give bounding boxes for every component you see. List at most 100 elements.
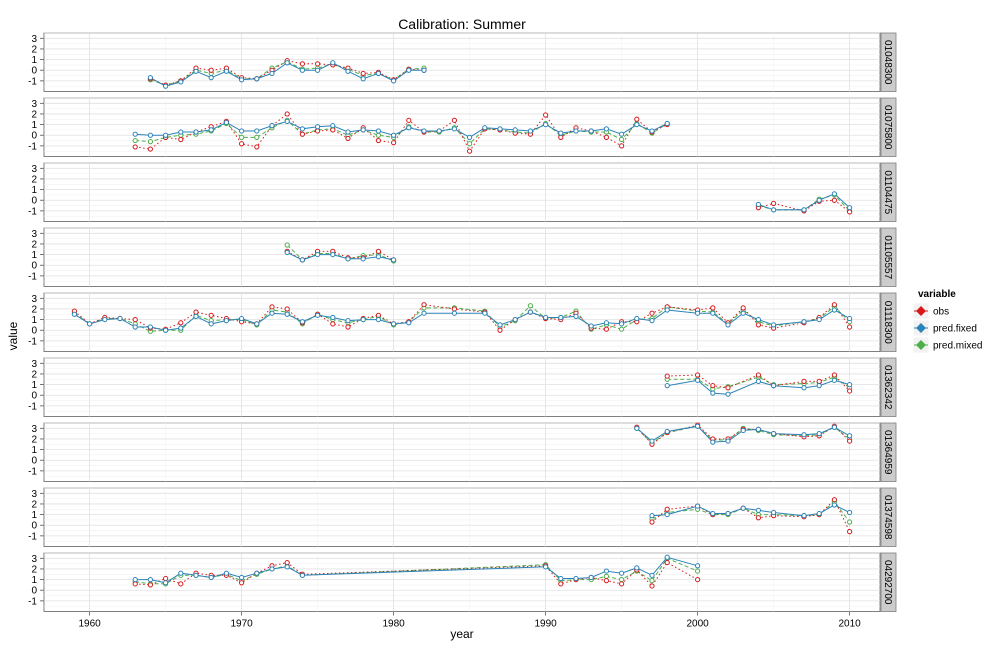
legend-marker [916,323,926,333]
data-point-obs [649,583,655,589]
data-point-pred-fixed [330,123,336,129]
series-line-pred-fixed [667,379,850,395]
data-point-pred-fixed [406,125,412,131]
data-point-pred-fixed [816,510,822,517]
data-point-pred-fixed [482,125,488,131]
data-point-obs [451,306,457,312]
data-point-pred-fixed [695,503,701,509]
data-point-pred-fixed [558,575,564,582]
data-point-obs [315,61,321,67]
y-tick-label: 2 [31,434,37,445]
data-point-pred-fixed [178,325,184,331]
data-point-obs [558,581,564,587]
data-point-obs [284,306,290,312]
data-point-pred-fixed [163,83,169,89]
y-tick-label: 3 [31,164,37,175]
data-point-pred-fixed [847,205,853,211]
y-tick-label: 0 [31,196,37,207]
data-point-pred-fixed [558,130,564,136]
data-point-obs [254,144,260,150]
data-point-pred-fixed [482,310,488,316]
panel-background [43,162,881,222]
data-point-obs [847,529,853,535]
y-tick-label: 2 [31,499,37,510]
data-point-pred-fixed [178,570,184,576]
legend-title: variable [918,289,956,300]
strip-label: 01075800 [882,105,893,150]
data-point-pred-fixed [755,201,762,208]
data-point-obs [193,309,199,315]
data-point-pred-mixed [527,303,534,309]
x-tick-label: 1960 [78,619,101,630]
data-point-pred-fixed [603,320,610,326]
data-point-pred-fixed [284,60,290,66]
data-point-pred-fixed [315,67,321,73]
x-axis: 1960 1970 1980 1990 2000 2010 [78,611,861,630]
data-point-pred-fixed [208,574,214,581]
strip-label: 01374598 [882,495,893,540]
data-point-pred-mixed [603,573,610,580]
legend-label: pred.mixed [933,341,982,352]
x-tick-label: 1980 [382,619,405,630]
data-point-obs [360,70,366,77]
y-tick-label: -1 [28,531,37,542]
data-point-pred-fixed [223,68,229,74]
y-tick-label: 3 [31,99,37,110]
data-point-pred-fixed [755,378,762,384]
data-point-pred-fixed [375,70,381,77]
data-point-pred-fixed [345,68,351,74]
data-point-pred-fixed [649,128,655,134]
data-point-pred-fixed [254,570,260,576]
data-point-pred-fixed [147,324,153,330]
legend-marker [916,306,926,316]
data-point-obs [816,378,822,384]
data-point-obs [406,117,412,123]
data-point-pred-fixed [87,321,93,327]
data-point-pred-fixed [710,310,716,316]
data-point-pred-mixed [649,578,655,584]
data-point-pred-fixed [619,131,625,137]
data-point-pred-mixed [254,134,260,140]
data-point-obs [771,200,777,207]
data-point-pred-fixed [831,502,838,508]
data-point-pred-fixed [147,132,153,138]
legend-entry-pred-fixed: pred.fixed [912,319,977,337]
data-point-pred-fixed [239,574,245,581]
data-point-pred-fixed [664,511,670,518]
data-point-pred-fixed [391,132,397,138]
panel-background [43,357,881,417]
data-point-obs [178,320,184,326]
data-point-pred-fixed [102,316,108,323]
y-tick-label: 0 [31,66,37,77]
legend: variable obs pred.fixed pred.mixed [912,289,982,354]
data-point-pred-fixed [360,127,366,133]
data-point-pred-fixed [710,439,716,445]
data-point-obs [831,302,838,308]
strip-label: 04292700 [882,560,893,605]
data-point-obs [345,324,351,330]
data-point-obs [755,515,762,521]
strip-label: 01105557 [882,235,893,279]
y-tick-label: -1 [28,271,37,282]
data-point-obs [208,67,214,73]
data-point-pred-fixed [816,197,822,203]
data-point-pred-fixed [588,574,594,581]
data-point-pred-fixed [451,126,457,132]
strip-background [880,227,897,287]
data-point-obs [664,506,670,512]
data-point-pred-fixed [801,207,807,213]
y-tick-label: 1 [31,445,37,456]
data-point-obs [543,112,549,118]
data-point-pred-fixed [284,249,290,256]
x-tick-label: 1990 [534,619,557,630]
data-point-pred-fixed [740,427,746,434]
data-point-pred-fixed [147,75,153,81]
data-point-pred-fixed [193,68,199,74]
data-point-pred-fixed [588,323,594,329]
y-tick-label: 3 [31,229,37,240]
legend-entry-pred-mixed: pred.mixed [912,336,982,354]
data-point-pred-mixed [375,132,381,138]
